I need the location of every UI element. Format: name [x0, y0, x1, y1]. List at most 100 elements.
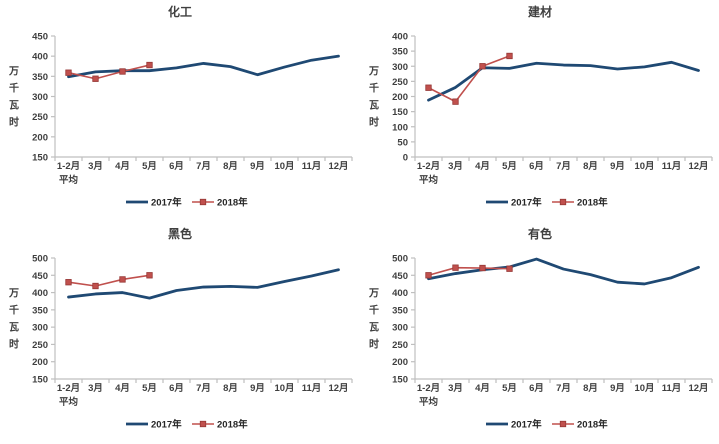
y-tick-label: 250	[32, 340, 48, 351]
y-tick-label: 150	[392, 375, 408, 386]
legend-label-2018: 2018年	[577, 419, 608, 431]
series-line-2018年	[427, 266, 511, 277]
x-tick-label: 9月	[250, 161, 265, 172]
y-tick-label: 0	[403, 153, 408, 164]
y-tick-label: 350	[392, 305, 408, 316]
legend-label-2017: 2017年	[511, 419, 542, 431]
series-marker-2018年	[65, 69, 72, 76]
legend-marker-2018	[199, 198, 207, 206]
legend-marker-2018	[559, 420, 567, 428]
x-tick-label: 6月	[529, 161, 544, 172]
y-axis-label: 时	[9, 338, 19, 351]
y-axis-label: 万	[8, 66, 19, 78]
y-axis-label: 瓦	[369, 100, 379, 112]
x-tick-label: 11月	[302, 383, 322, 394]
x-tick-label: 3月	[88, 161, 103, 172]
x-tick-label: 3月	[448, 383, 463, 394]
y-tick-label: 450	[32, 32, 48, 43]
x-tick-label: 9月	[610, 383, 625, 394]
y-tick-label: 500	[32, 254, 48, 265]
y-axis-label: 瓦	[9, 100, 19, 112]
series-marker-2018年	[146, 61, 153, 69]
x-tick-label-line2: 平均	[419, 174, 439, 186]
y-tick-label: 300	[32, 323, 48, 334]
series-marker-2018年	[146, 272, 153, 279]
x-tick-label: 8月	[223, 383, 238, 394]
series-marker-2018年	[452, 98, 459, 105]
x-tick-label: 7月	[556, 161, 571, 172]
x-tick-label: 1-2月	[57, 383, 80, 394]
legend-label-2018: 2018年	[217, 197, 248, 209]
x-tick-label: 10月	[274, 383, 294, 394]
x-tick-label: 3月	[448, 161, 463, 172]
x-tick-label: 9月	[610, 161, 625, 172]
y-tick-label: 150	[32, 153, 48, 164]
y-axis-label: 千	[9, 82, 19, 95]
x-tick-label: 9月	[250, 383, 265, 394]
y-axis-label: 万	[8, 288, 19, 300]
chart-chemical: 化工万千瓦时 150 200 250 300 350 400 450 1-2月 平均 3月 4月 5月 6…	[0, 0, 360, 222]
chart-title: 黑色	[168, 226, 192, 241]
legend-label-2017: 2017年	[151, 197, 182, 209]
x-tick-label: 1-2月	[417, 161, 440, 172]
y-tick-label: 100	[392, 122, 408, 133]
chart-building-materials: 建材万千瓦时 0 50 100 150 200 250 300 350 400 1-2月 平均 3月 4月…	[360, 0, 719, 222]
y-tick-label: 150	[392, 107, 408, 118]
x-tick-label: 1-2月	[57, 161, 80, 172]
series-line-2017年	[67, 268, 340, 300]
series-line-2018年	[67, 274, 151, 287]
x-tick-label: 10月	[634, 161, 654, 172]
y-tick-label: 200	[392, 357, 408, 368]
x-tick-label: 4月	[115, 161, 130, 172]
y-tick-label: 200	[32, 357, 48, 368]
x-tick-label: 5月	[142, 161, 157, 172]
y-tick-label: 250	[32, 112, 48, 123]
x-tick-label: 10月	[634, 383, 654, 394]
y-tick-label: 450	[32, 271, 48, 282]
legend: 2017年 2018年	[486, 419, 608, 431]
y-axis-label: 时	[369, 116, 379, 129]
y-tick-label: 350	[32, 72, 48, 83]
x-tick-label: 7月	[196, 161, 211, 172]
series-marker-2018年	[119, 276, 126, 283]
series-marker-2018年	[119, 68, 126, 75]
x-tick-label: 4月	[475, 161, 490, 172]
x-tick-label-line2: 平均	[59, 174, 79, 186]
legend-label-2018: 2018年	[577, 197, 608, 209]
x-tick-label-line2: 平均	[419, 396, 439, 408]
x-tick-label: 6月	[529, 383, 544, 394]
y-tick-label: 200	[392, 92, 408, 103]
series-marker-2018年	[479, 264, 486, 272]
x-tick-label: 11月	[662, 383, 682, 394]
x-tick-label: 6月	[169, 161, 184, 172]
y-tick-label: 400	[32, 288, 48, 299]
series-line-2017年	[427, 257, 700, 286]
x-tick-label: 1-2月	[417, 383, 440, 394]
legend-marker-2018	[199, 420, 207, 428]
x-tick-label: 6月	[169, 383, 184, 394]
y-tick-label: 300	[392, 62, 408, 73]
y-axis-label: 瓦	[369, 322, 379, 334]
y-tick-label: 250	[392, 340, 408, 351]
y-axis-label: 万	[368, 288, 379, 300]
x-tick-label: 7月	[556, 383, 571, 394]
x-tick-label: 11月	[302, 161, 322, 172]
y-axis-label: 时	[9, 116, 19, 129]
chart-title: 建材	[527, 4, 552, 19]
x-tick-label: 5月	[502, 383, 517, 394]
x-tick-label: 8月	[583, 161, 598, 172]
x-tick-label-line2: 平均	[59, 396, 79, 408]
series-marker-2018年	[65, 279, 72, 286]
x-tick-label: 5月	[142, 383, 157, 394]
series-line-2018年	[427, 55, 511, 103]
series-marker-2018年	[92, 282, 99, 290]
y-tick-label: 400	[392, 32, 408, 43]
series-marker-2018年	[506, 265, 513, 272]
legend: 2017年 2018年	[126, 197, 248, 209]
y-tick-label: 350	[32, 305, 48, 316]
y-tick-label: 200	[32, 132, 48, 143]
chart-title: 化工	[168, 4, 192, 19]
